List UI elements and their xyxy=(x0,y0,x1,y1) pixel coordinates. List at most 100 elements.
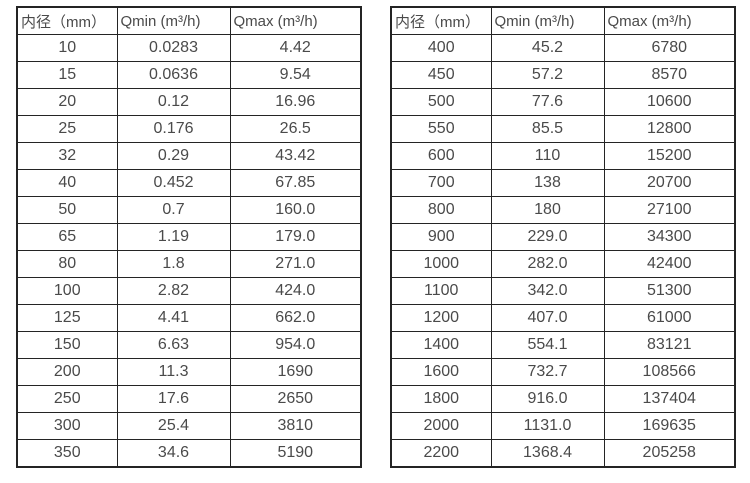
table-cell: 550 xyxy=(390,115,492,143)
table-row: 1000 282.0 42400 xyxy=(390,250,736,278)
table-row: 15 0.0636 9.54 xyxy=(16,61,362,89)
table-cell: 150 xyxy=(16,331,118,359)
table-cell: 600 xyxy=(390,142,492,170)
table-cell: 1200 xyxy=(390,304,492,332)
table-row: 900 229.0 34300 xyxy=(390,223,736,251)
table-cell: 300 xyxy=(16,412,118,440)
table-row: 80 1.8 271.0 xyxy=(16,250,362,278)
table-row: 500 77.6 10600 xyxy=(390,88,736,116)
table-cell: 1368.4 xyxy=(490,439,605,468)
table-cell: 15200 xyxy=(603,142,736,170)
table-cell: 250 xyxy=(16,385,118,413)
table-cell: 200 xyxy=(16,358,118,386)
table-cell: 1.8 xyxy=(116,250,231,278)
table-cell: 20 xyxy=(16,88,118,116)
table-header-row: 内径（mm） Qmin (m³/h) Qmax (m³/h) xyxy=(16,6,362,35)
table-row: 1400 554.1 83121 xyxy=(390,331,736,359)
table-cell: 662.0 xyxy=(229,304,362,332)
table-cell: 26.5 xyxy=(229,115,362,143)
table-cell: 9.54 xyxy=(229,61,362,89)
table-cell: 17.6 xyxy=(116,385,231,413)
table-cell: 61000 xyxy=(603,304,736,332)
table-cell: 1600 xyxy=(390,358,492,386)
table-row: 200 11.3 1690 xyxy=(16,358,362,386)
table-cell: 500 xyxy=(390,88,492,116)
table-cell: 40 xyxy=(16,169,118,197)
table-cell: 424.0 xyxy=(229,277,362,305)
table-cell: 34.6 xyxy=(116,439,231,468)
table-row: 2000 1131.0 169635 xyxy=(390,412,736,440)
table-row: 125 4.41 662.0 xyxy=(16,304,362,332)
table-cell: 800 xyxy=(390,196,492,224)
table-cell: 350 xyxy=(16,439,118,468)
table-cell: 1.19 xyxy=(116,223,231,251)
table-body: 10 0.0283 4.42 15 0.0636 9.54 20 0.12 16.96 25 0.1… xyxy=(16,34,362,468)
table-cell: 954.0 xyxy=(229,331,362,359)
column-header-qmax: Qmax (m³/h) xyxy=(603,6,736,35)
table-cell: 407.0 xyxy=(490,304,605,332)
table-cell: 2000 xyxy=(390,412,492,440)
table-cell: 6.63 xyxy=(116,331,231,359)
table-cell: 2200 xyxy=(390,439,492,468)
table-body: 400 45.2 6780 450 57.2 8570 500 77.6 10600 550 85.… xyxy=(390,34,736,468)
table-cell: 4.42 xyxy=(229,34,362,62)
table-cell: 138 xyxy=(490,169,605,197)
table-cell: 43.42 xyxy=(229,142,362,170)
table-cell: 65 xyxy=(16,223,118,251)
table-row: 20 0.12 16.96 xyxy=(16,88,362,116)
table-cell: 108566 xyxy=(603,358,736,386)
table-cell: 554.1 xyxy=(490,331,605,359)
table-row: 40 0.452 67.85 xyxy=(16,169,362,197)
table-row: 25 0.176 26.5 xyxy=(16,115,362,143)
table-row: 800 180 27100 xyxy=(390,196,736,224)
table-cell: 85.5 xyxy=(490,115,605,143)
column-header-inner-diameter: 内径（mm） xyxy=(16,6,118,35)
table-cell: 80 xyxy=(16,250,118,278)
table-cell: 45.2 xyxy=(490,34,605,62)
column-header-qmin: Qmin (m³/h) xyxy=(116,6,231,35)
table-row: 1200 407.0 61000 xyxy=(390,304,736,332)
table-cell: 67.85 xyxy=(229,169,362,197)
table-cell: 137404 xyxy=(603,385,736,413)
table-row: 450 57.2 8570 xyxy=(390,61,736,89)
table-cell: 6780 xyxy=(603,34,736,62)
table-cell: 0.29 xyxy=(116,142,231,170)
table-cell: 282.0 xyxy=(490,250,605,278)
table-cell: 160.0 xyxy=(229,196,362,224)
table-cell: 15 xyxy=(16,61,118,89)
table-row: 50 0.7 160.0 xyxy=(16,196,362,224)
table-cell: 77.6 xyxy=(490,88,605,116)
table-row: 32 0.29 43.42 xyxy=(16,142,362,170)
table-row: 1800 916.0 137404 xyxy=(390,385,736,413)
table-cell: 3810 xyxy=(229,412,362,440)
table-row: 400 45.2 6780 xyxy=(390,34,736,62)
table-cell: 1800 xyxy=(390,385,492,413)
table-row: 600 110 15200 xyxy=(390,142,736,170)
table-row: 350 34.6 5190 xyxy=(16,439,362,468)
table-cell: 205258 xyxy=(603,439,736,468)
flow-table-large-diameters: 内径（mm） Qmin (m³/h) Qmax (m³/h) 400 45.2 67… xyxy=(390,6,736,468)
table-cell: 732.7 xyxy=(490,358,605,386)
table-cell: 0.12 xyxy=(116,88,231,116)
table-cell: 1400 xyxy=(390,331,492,359)
table-row: 150 6.63 954.0 xyxy=(16,331,362,359)
table-cell: 400 xyxy=(390,34,492,62)
table-cell: 0.0636 xyxy=(116,61,231,89)
table-cell: 0.452 xyxy=(116,169,231,197)
table-cell: 34300 xyxy=(603,223,736,251)
table-cell: 16.96 xyxy=(229,88,362,116)
flow-table-small-diameters: 内径（mm） Qmin (m³/h) Qmax (m³/h) 10 0.0283 4… xyxy=(16,6,362,468)
table-cell: 10600 xyxy=(603,88,736,116)
table-cell: 180 xyxy=(490,196,605,224)
table-cell: 25 xyxy=(16,115,118,143)
table-cell: 0.7 xyxy=(116,196,231,224)
table-cell: 25.4 xyxy=(116,412,231,440)
table-cell: 12800 xyxy=(603,115,736,143)
table-row: 550 85.5 12800 xyxy=(390,115,736,143)
table-cell: 83121 xyxy=(603,331,736,359)
table-cell: 900 xyxy=(390,223,492,251)
table-cell: 0.0283 xyxy=(116,34,231,62)
table-cell: 2.82 xyxy=(116,277,231,305)
column-header-qmax: Qmax (m³/h) xyxy=(229,6,362,35)
